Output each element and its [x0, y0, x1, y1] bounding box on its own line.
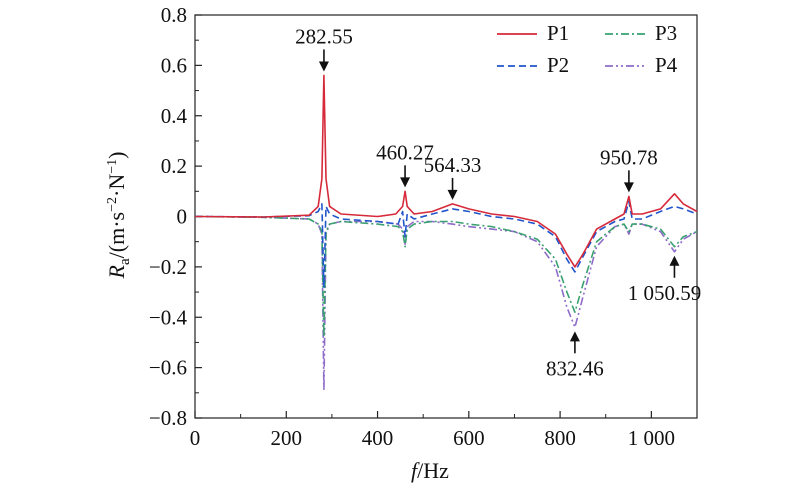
y-axis-exp1: −2: [105, 197, 120, 212]
annotation-label: 282.55: [295, 24, 353, 48]
annotation-label: 564.33: [424, 153, 482, 177]
legend-label-p1: P1: [547, 21, 569, 45]
annotation-arrowhead: [623, 182, 634, 193]
y-axis-title: Ra/(m·s−2·N−1): [104, 152, 133, 280]
y-axis-unit: /(m·s: [104, 212, 129, 258]
legend-label-p4: P4: [655, 53, 678, 77]
x-tick-label: 0: [190, 426, 201, 450]
y-tick-label: −0.6: [149, 356, 187, 380]
y-axis-var: R: [104, 264, 129, 279]
y-tick-label: −0.8: [149, 406, 187, 430]
annotation-label: 460.27: [376, 140, 434, 164]
annotation-label: 832.46: [546, 356, 604, 380]
y-axis-exp2: −1: [105, 159, 120, 174]
annotation-arrowhead: [669, 255, 680, 266]
x-axis-var: f: [411, 458, 420, 483]
plot-area: 0 200 400 600 800 1 000 −0.8 −0.6 −0.4 −0.2 0 0.2 0.…: [149, 3, 698, 450]
y-tick-label: −0.4: [149, 305, 188, 329]
y-tick-label: 0.4: [161, 104, 188, 128]
x-axis-title: f/Hz: [411, 458, 449, 483]
series-line-p4: [194, 215, 698, 392]
x-tick-label: 1 000: [628, 426, 675, 450]
series-line-p3: [194, 215, 698, 339]
annotation-arrowhead: [447, 189, 458, 200]
annotation-arrowhead: [569, 331, 580, 342]
y-tick-label: −0.2: [149, 255, 187, 279]
y-axis-mid: ·N: [104, 174, 129, 197]
x-tick-label: 800: [544, 426, 576, 450]
y-axis-sub: a: [117, 258, 133, 265]
legend: P1 P3 P2 P4: [497, 21, 678, 77]
x-tick-label: 400: [362, 426, 394, 450]
legend-label-p2: P2: [547, 53, 569, 77]
series-line-p2: [194, 200, 698, 288]
y-axis-close: ): [104, 152, 129, 159]
annotation-label: 1 050.59: [628, 281, 702, 305]
y-tick-label: 0: [177, 205, 188, 229]
y-tick-label: 0.6: [161, 53, 187, 77]
annotation-arrowhead: [318, 61, 329, 72]
legend-label-p3: P3: [655, 21, 677, 45]
y-tick-label: 0.8: [161, 3, 187, 27]
annotation-label: 950.78: [600, 145, 658, 169]
annotation-arrowhead: [400, 177, 411, 188]
x-tick-label: 600: [453, 426, 485, 450]
x-axis-unit: /Hz: [417, 458, 449, 483]
x-tick-label: 200: [271, 426, 303, 450]
y-tick-label: 0.2: [161, 154, 187, 178]
series-line-p1: [194, 74, 698, 268]
